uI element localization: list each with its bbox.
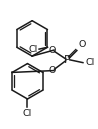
- Text: O: O: [79, 40, 86, 49]
- Text: Cl: Cl: [86, 58, 95, 67]
- Text: P: P: [64, 55, 71, 65]
- Text: Cl: Cl: [23, 109, 32, 118]
- Text: O: O: [49, 66, 56, 75]
- Text: O: O: [49, 46, 56, 55]
- Text: Cl: Cl: [29, 45, 38, 54]
